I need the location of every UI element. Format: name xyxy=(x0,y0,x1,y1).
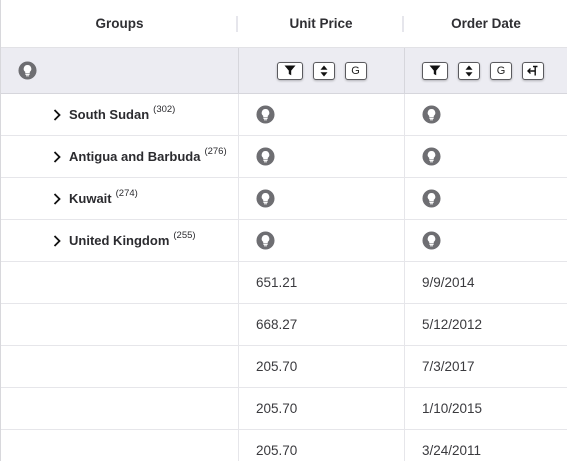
group-name: South Sudan xyxy=(69,107,150,122)
group-row[interactable]: Antigua and Barbuda (276) xyxy=(1,136,567,178)
table-row[interactable]: 668.27 5/12/2012 xyxy=(1,304,567,346)
group-cell[interactable]: South Sudan (302) xyxy=(1,94,238,135)
group-cell[interactable]: United Kingdom (255) xyxy=(1,220,238,261)
filter-unit-price-cell: G xyxy=(238,48,404,93)
pin-button[interactable] xyxy=(522,61,544,80)
table-row[interactable]: 651.21 9/9/2014 xyxy=(1,262,567,304)
filter-groups-cell xyxy=(1,48,238,93)
group-name: Kuwait xyxy=(69,191,112,206)
chevron-right-icon[interactable] xyxy=(51,192,63,206)
unit-price-cell[interactable]: 668.27 xyxy=(238,304,404,345)
sort-icon xyxy=(320,65,327,76)
group-button[interactable]: G xyxy=(490,61,512,80)
sort-icon xyxy=(465,65,473,76)
table-row[interactable]: 205.70 1/10/2015 xyxy=(1,388,567,430)
group-button[interactable]: G xyxy=(344,61,367,80)
unit-price-cell[interactable] xyxy=(238,220,404,261)
lightbulb-icon xyxy=(422,105,441,124)
group-row[interactable]: South Sudan (302) xyxy=(1,94,567,136)
unit-price-cell[interactable]: 205.70 xyxy=(238,388,404,429)
lightbulb-icon xyxy=(422,231,441,250)
filter-button[interactable] xyxy=(276,61,303,80)
header-groups[interactable]: Groups xyxy=(1,0,238,47)
lightbulb-icon xyxy=(256,147,275,166)
group-cell-empty xyxy=(1,262,238,303)
group-count: (302) xyxy=(153,104,176,115)
unit-price-cell[interactable] xyxy=(238,136,404,177)
filter-icon xyxy=(284,65,295,76)
filter-order-date-cell: G xyxy=(404,48,567,93)
unit-price-cell[interactable]: 651.21 xyxy=(238,262,404,303)
filter-button[interactable] xyxy=(422,61,448,80)
lightbulb-icon[interactable] xyxy=(18,61,37,80)
lightbulb-icon xyxy=(422,189,441,208)
table-row[interactable]: 205.70 3/24/2011 xyxy=(1,430,567,461)
group-icon: G xyxy=(496,64,506,77)
header-order-date-label: Order Date xyxy=(451,16,521,31)
order-date-cell[interactable]: 1/10/2015 xyxy=(404,388,567,429)
filter-row: G G xyxy=(1,48,567,94)
unit-price-cell[interactable] xyxy=(238,94,404,135)
order-date-cell[interactable]: 9/9/2014 xyxy=(404,262,567,303)
group-row[interactable]: United Kingdom (255) xyxy=(1,220,567,262)
group-cell-empty xyxy=(1,346,238,387)
header-unit-price[interactable]: Unit Price xyxy=(238,0,404,47)
group-count: (276) xyxy=(204,146,227,157)
order-date-cell[interactable] xyxy=(404,94,567,135)
pin-icon xyxy=(526,65,537,76)
sort-button[interactable] xyxy=(312,61,335,80)
sort-button[interactable] xyxy=(458,61,480,80)
group-count: (274) xyxy=(115,188,138,199)
group-name: Antigua and Barbuda xyxy=(69,149,201,164)
order-date-cell[interactable] xyxy=(404,136,567,177)
header-row: Groups Unit Price Order Date xyxy=(1,0,567,48)
unit-price-cell[interactable]: 205.70 xyxy=(238,346,404,387)
chevron-right-icon[interactable] xyxy=(51,234,63,248)
group-icon: G xyxy=(351,64,360,77)
unit-price-cell[interactable]: 205.70 xyxy=(238,430,404,461)
lightbulb-icon xyxy=(256,231,275,250)
group-cell-empty xyxy=(1,430,238,461)
group-count: (255) xyxy=(173,230,196,241)
header-order-date[interactable]: Order Date xyxy=(404,0,567,47)
lightbulb-icon xyxy=(422,147,441,166)
order-date-cell[interactable]: 5/12/2012 xyxy=(404,304,567,345)
order-date-cell[interactable] xyxy=(404,220,567,261)
group-row[interactable]: Kuwait (274) xyxy=(1,178,567,220)
order-date-cell[interactable]: 3/24/2011 xyxy=(404,430,567,461)
group-cell[interactable]: Antigua and Barbuda (276) xyxy=(1,136,238,177)
order-date-cell[interactable]: 7/3/2017 xyxy=(404,346,567,387)
group-name: United Kingdom xyxy=(69,233,170,248)
unit-price-cell[interactable] xyxy=(238,178,404,219)
chevron-right-icon[interactable] xyxy=(51,108,63,122)
lightbulb-icon xyxy=(256,189,275,208)
header-unit-price-label: Unit Price xyxy=(289,16,353,31)
filter-icon xyxy=(429,65,441,76)
group-cell[interactable]: Kuwait (274) xyxy=(1,178,238,219)
lightbulb-icon xyxy=(256,105,275,124)
group-cell-empty xyxy=(1,304,238,345)
table-row[interactable]: 205.70 7/3/2017 xyxy=(1,346,567,388)
header-groups-label: Groups xyxy=(95,16,144,31)
chevron-right-icon[interactable] xyxy=(51,150,63,164)
group-cell-empty xyxy=(1,388,238,429)
order-date-cell[interactable] xyxy=(404,178,567,219)
